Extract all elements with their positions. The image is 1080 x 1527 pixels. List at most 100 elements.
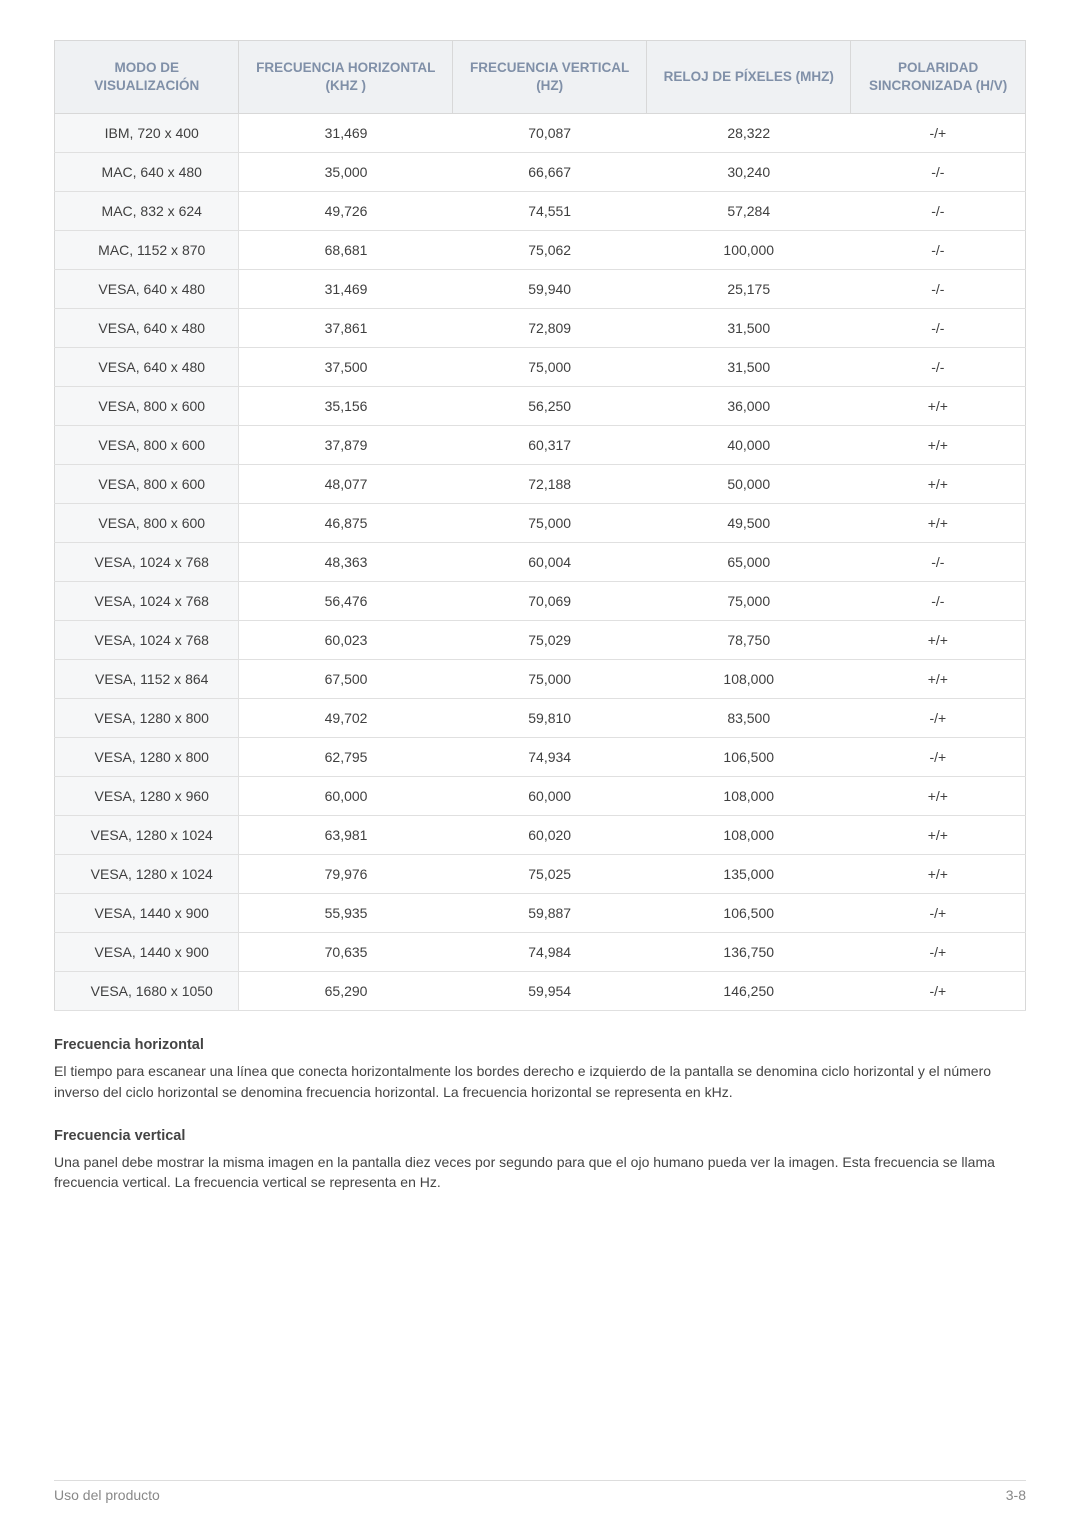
table-cell: 25,175	[647, 270, 851, 309]
table-cell: 59,810	[453, 699, 647, 738]
table-cell: 37,500	[239, 348, 453, 387]
table-cell: 60,020	[453, 816, 647, 855]
table-cell: 74,551	[453, 192, 647, 231]
table-cell: 31,500	[647, 348, 851, 387]
table-row: VESA, 1024 x 76848,36360,00465,000-/-	[55, 543, 1026, 582]
table-cell: 74,934	[453, 738, 647, 777]
table-cell: VESA, 1280 x 1024	[55, 816, 239, 855]
table-cell: 135,000	[647, 855, 851, 894]
col-header-pixclock: RELOJ DE PÍXELES (MHZ)	[647, 41, 851, 114]
table-cell: -/-	[851, 153, 1026, 192]
table-cell: VESA, 1280 x 800	[55, 699, 239, 738]
col-header-mode: MODO DE VISUALIZACIÓN	[55, 41, 239, 114]
table-cell: 78,750	[647, 621, 851, 660]
col-header-hfreq: FRECUENCIA HORIZONTAL (KHZ )	[239, 41, 453, 114]
table-cell: VESA, 640 x 480	[55, 348, 239, 387]
table-cell: 79,976	[239, 855, 453, 894]
table-row: VESA, 1024 x 76860,02375,02978,750+/+	[55, 621, 1026, 660]
table-cell: VESA, 1680 x 1050	[55, 972, 239, 1011]
table-cell: 48,363	[239, 543, 453, 582]
table-cell: VESA, 640 x 480	[55, 270, 239, 309]
table-cell: VESA, 1152 x 864	[55, 660, 239, 699]
table-cell: +/+	[851, 504, 1026, 543]
table-row: MAC, 832 x 62449,72674,55157,284-/-	[55, 192, 1026, 231]
table-cell: VESA, 1024 x 768	[55, 543, 239, 582]
table-cell: 28,322	[647, 114, 851, 153]
table-cell: 49,726	[239, 192, 453, 231]
table-cell: 75,025	[453, 855, 647, 894]
table-cell: 50,000	[647, 465, 851, 504]
table-cell: 57,284	[647, 192, 851, 231]
table-row: IBM, 720 x 40031,46970,08728,322-/+	[55, 114, 1026, 153]
table-cell: -/+	[851, 972, 1026, 1011]
table-row: VESA, 640 x 48037,86172,80931,500-/-	[55, 309, 1026, 348]
table-cell: +/+	[851, 777, 1026, 816]
table-cell: 49,702	[239, 699, 453, 738]
table-cell: VESA, 800 x 600	[55, 426, 239, 465]
table-cell: 30,240	[647, 153, 851, 192]
table-cell: 36,000	[647, 387, 851, 426]
table-cell: +/+	[851, 387, 1026, 426]
table-cell: 37,879	[239, 426, 453, 465]
table-row: VESA, 1280 x 102463,98160,020108,000+/+	[55, 816, 1026, 855]
table-row: VESA, 800 x 60037,87960,31740,000+/+	[55, 426, 1026, 465]
table-cell: 72,809	[453, 309, 647, 348]
table-cell: 31,500	[647, 309, 851, 348]
footer-right: 3-8	[1006, 1487, 1026, 1503]
table-row: VESA, 640 x 48037,50075,00031,500-/-	[55, 348, 1026, 387]
table-cell: 100,000	[647, 231, 851, 270]
vertical-freq-text: Una panel debe mostrar la misma imagen e…	[54, 1152, 1026, 1193]
table-cell: -/-	[851, 309, 1026, 348]
table-cell: -/-	[851, 270, 1026, 309]
table-cell: -/+	[851, 699, 1026, 738]
table-cell: 70,087	[453, 114, 647, 153]
table-cell: 48,077	[239, 465, 453, 504]
table-cell: 108,000	[647, 816, 851, 855]
table-cell: 146,250	[647, 972, 851, 1011]
table-cell: VESA, 1440 x 900	[55, 933, 239, 972]
table-cell: +/+	[851, 660, 1026, 699]
table-cell: 70,635	[239, 933, 453, 972]
table-cell: 75,029	[453, 621, 647, 660]
table-cell: +/+	[851, 816, 1026, 855]
table-cell: 59,954	[453, 972, 647, 1011]
table-cell: +/+	[851, 426, 1026, 465]
table-cell: 68,681	[239, 231, 453, 270]
table-row: VESA, 1024 x 76856,47670,06975,000-/-	[55, 582, 1026, 621]
table-cell: VESA, 800 x 600	[55, 387, 239, 426]
table-cell: 55,935	[239, 894, 453, 933]
table-cell: +/+	[851, 465, 1026, 504]
table-cell: 31,469	[239, 114, 453, 153]
table-row: VESA, 1280 x 80049,70259,81083,500-/+	[55, 699, 1026, 738]
table-cell: 65,290	[239, 972, 453, 1011]
table-cell: 35,156	[239, 387, 453, 426]
table-cell: VESA, 1280 x 1024	[55, 855, 239, 894]
table-cell: VESA, 1024 x 768	[55, 582, 239, 621]
table-row: VESA, 1440 x 90070,63574,984136,750-/+	[55, 933, 1026, 972]
table-row: MAC, 1152 x 87068,68175,062100,000-/-	[55, 231, 1026, 270]
table-row: VESA, 800 x 60048,07772,18850,000+/+	[55, 465, 1026, 504]
table-cell: MAC, 640 x 480	[55, 153, 239, 192]
table-row: VESA, 800 x 60035,15656,25036,000+/+	[55, 387, 1026, 426]
table-cell: -/+	[851, 738, 1026, 777]
table-cell: 59,940	[453, 270, 647, 309]
table-cell: -/-	[851, 348, 1026, 387]
table-header-row: MODO DE VISUALIZACIÓN FRECUENCIA HORIZON…	[55, 41, 1026, 114]
table-row: VESA, 1280 x 80062,79574,934106,500-/+	[55, 738, 1026, 777]
table-cell: 56,250	[453, 387, 647, 426]
table-row: VESA, 1152 x 86467,50075,000108,000+/+	[55, 660, 1026, 699]
table-cell: 66,667	[453, 153, 647, 192]
table-cell: VESA, 1280 x 960	[55, 777, 239, 816]
table-cell: 62,795	[239, 738, 453, 777]
table-row: VESA, 1280 x 96060,00060,000108,000+/+	[55, 777, 1026, 816]
table-cell: 37,861	[239, 309, 453, 348]
table-cell: +/+	[851, 855, 1026, 894]
table-cell: 72,188	[453, 465, 647, 504]
table-cell: 60,000	[453, 777, 647, 816]
table-cell: 63,981	[239, 816, 453, 855]
table-cell: VESA, 1280 x 800	[55, 738, 239, 777]
table-cell: 75,000	[453, 660, 647, 699]
table-cell: 60,000	[239, 777, 453, 816]
table-cell: 56,476	[239, 582, 453, 621]
table-row: VESA, 1440 x 90055,93559,887106,500-/+	[55, 894, 1026, 933]
